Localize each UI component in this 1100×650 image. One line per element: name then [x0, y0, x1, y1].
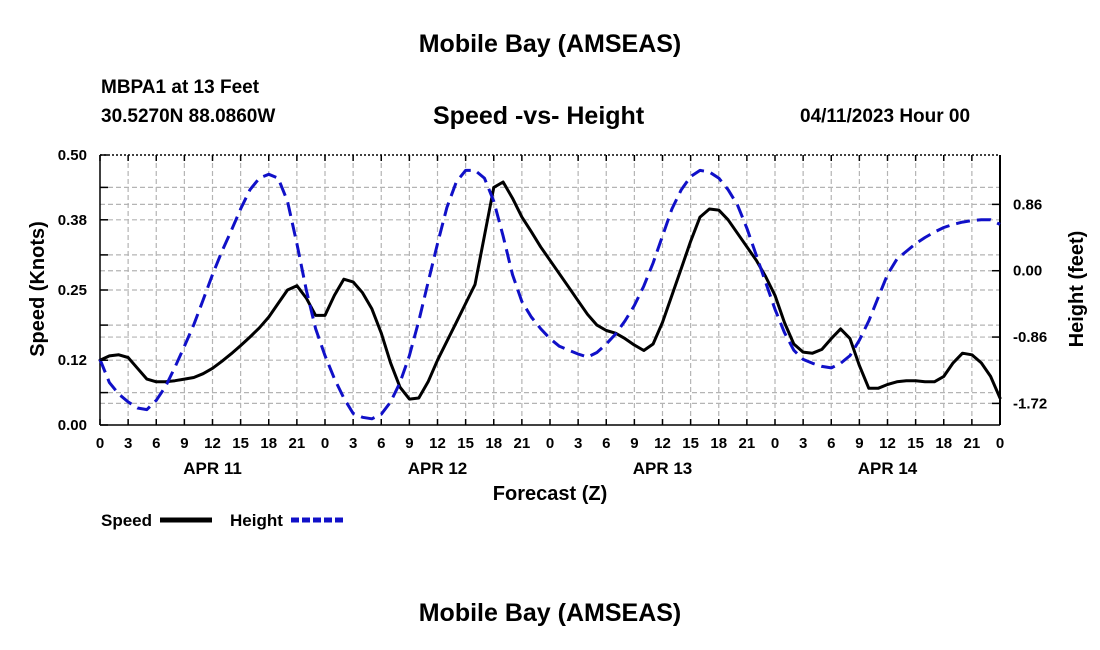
x-tick-label: 0 — [996, 435, 1004, 452]
x-tick-label: 15 — [907, 435, 924, 452]
y2-tick-label: -0.86 — [1013, 329, 1047, 346]
y-tick-label: 0.38 — [58, 212, 87, 229]
x-date-label: APR 14 — [858, 459, 918, 478]
x-tick-label: 12 — [654, 435, 671, 452]
x-tick-label: 0 — [771, 435, 779, 452]
x-tick-label: 18 — [710, 435, 727, 452]
x-tick-label: 6 — [602, 435, 610, 452]
y-tick-label: 0.12 — [58, 352, 87, 369]
grid-lines — [100, 155, 1000, 425]
x-tick-label: 3 — [349, 435, 357, 452]
axes: 0 3 6 9 12 15 18 21 0 3 6 9 12 15 18 21 0 3 6 9 12 15 18 21 0 3 6 9… — [58, 147, 1047, 478]
footer-title: Mobile Bay (AMSEAS) — [418, 599, 682, 627]
x-tick-label: 9 — [180, 435, 188, 452]
y2-tick-label: -1.72 — [1013, 395, 1047, 412]
y2-tick-label: 0.86 — [1013, 196, 1042, 213]
x-tick-label: 3 — [124, 435, 132, 452]
x-tick-label: 15 — [457, 435, 474, 452]
x-tick-label: 15 — [682, 435, 699, 452]
x-tick-label: 18 — [485, 435, 502, 452]
x-tick-label: 21 — [739, 435, 756, 452]
y-tick-label: 0.25 — [58, 282, 87, 299]
legend: Speed Height — [101, 511, 343, 530]
x-date-label: APR 13 — [633, 459, 693, 478]
x-axis-label: Forecast (Z) — [493, 483, 607, 505]
y-axis-label: Speed (Knots) — [27, 221, 49, 357]
x-tick-label: 18 — [260, 435, 277, 452]
legend-height-label: Height — [230, 511, 283, 530]
x-date-label: APR 11 — [183, 459, 242, 478]
height-series-line — [98, 168, 1001, 421]
y2-axis-label: Height (feet) — [1066, 231, 1088, 348]
x-tick-label: 21 — [289, 435, 306, 452]
x-tick-label: 18 — [935, 435, 952, 452]
x-date-label: APR 12 — [408, 459, 468, 478]
x-tick-label: 9 — [855, 435, 863, 452]
x-tick-label: 6 — [827, 435, 835, 452]
x-tick-label: 9 — [405, 435, 413, 452]
x-tick-label: 12 — [879, 435, 896, 452]
x-tick-label: 0 — [96, 435, 104, 452]
x-tick-label: 9 — [630, 435, 638, 452]
x-tick-label: 0 — [546, 435, 554, 452]
x-tick-label: 21 — [514, 435, 531, 452]
forecast-datetime: 04/11/2023 Hour 00 — [800, 106, 971, 127]
x-tick-label: 21 — [964, 435, 981, 452]
x-tick-label: 12 — [204, 435, 221, 452]
y2-tick-label: 0.00 — [1013, 263, 1042, 280]
y-tick-label: 0.50 — [58, 147, 87, 164]
speed-series-line — [98, 180, 1002, 401]
legend-speed-label: Speed — [101, 511, 152, 530]
x-tick-label: 12 — [429, 435, 446, 452]
chart-title: Speed -vs- Height — [433, 102, 645, 130]
x-tick-label: 0 — [321, 435, 329, 452]
station-label: MBPA1 at 13 Feet — [101, 77, 260, 98]
x-tick-label: 15 — [232, 435, 249, 452]
x-tick-label: 6 — [152, 435, 160, 452]
station-coordinates: 30.5270N 88.0860W — [101, 106, 276, 127]
series-lines — [98, 168, 1002, 421]
x-tick-label: 3 — [799, 435, 807, 452]
page-title: Mobile Bay (AMSEAS) — [418, 30, 682, 58]
x-tick-label: 3 — [574, 435, 582, 452]
x-tick-label: 6 — [377, 435, 385, 452]
y-tick-label: 0.00 — [58, 417, 87, 434]
